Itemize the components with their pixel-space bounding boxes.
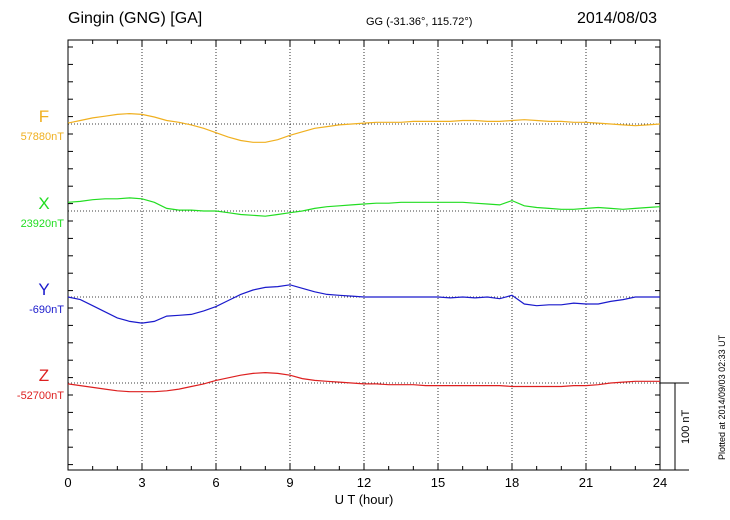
series-name-f: F: [39, 107, 49, 126]
x-tick-label: 18: [505, 475, 519, 490]
x-tick-label: 6: [212, 475, 219, 490]
series-line-z: [67, 371, 660, 393]
baseline-value-f: 57880nT: [21, 131, 65, 143]
x-tick-label: 21: [579, 475, 593, 490]
x-axis-label: U T (hour): [335, 492, 394, 507]
x-tick-label: 9: [286, 475, 293, 490]
series-line-x: [67, 197, 661, 217]
station-title: Gingin (GNG) [GA]: [68, 10, 203, 27]
x-tick-label: 3: [138, 475, 145, 490]
baseline-value-z: -52700nT: [17, 390, 64, 402]
x-tick-label: 12: [357, 475, 371, 490]
series-name-y: Y: [38, 280, 49, 299]
baseline-value-y: -690nT: [29, 304, 64, 316]
plot-date: 2014/08/03: [577, 10, 658, 27]
baseline-value-x: 23920nT: [21, 218, 65, 230]
series-line-y: [67, 284, 660, 324]
x-tick-label: 15: [431, 475, 445, 490]
station-coords: GG (-31.36°, 115.72°): [366, 16, 473, 28]
series-name-x: X: [38, 194, 49, 213]
series-name-z: Z: [39, 366, 49, 385]
series-line-f: [67, 112, 661, 143]
plot-frame: [67, 39, 661, 471]
x-tick-label: 24: [653, 475, 667, 490]
x-tick-label: 0: [64, 475, 71, 490]
